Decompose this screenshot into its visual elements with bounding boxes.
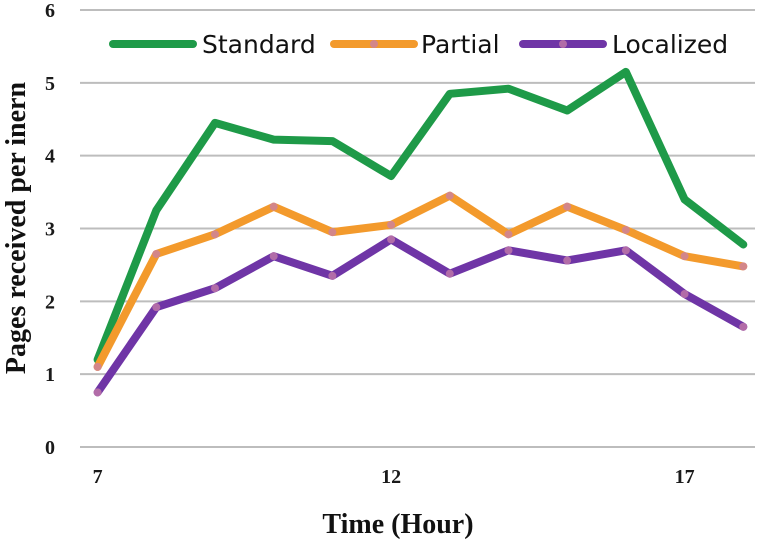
legend: Standard Partial Localized bbox=[109, 30, 728, 59]
y-tick-label: 1 bbox=[45, 364, 55, 386]
data-point-localized bbox=[152, 303, 161, 312]
y-tick-label: 6 bbox=[45, 0, 55, 22]
data-point-localized bbox=[328, 271, 337, 280]
legend-label-standard: Standard bbox=[202, 30, 316, 59]
data-point-localized bbox=[445, 269, 454, 278]
y-tick-label: 0 bbox=[45, 437, 55, 459]
x-tick-label: 12 bbox=[381, 466, 401, 488]
data-point-localized bbox=[739, 322, 748, 331]
data-point-localized bbox=[211, 284, 219, 293]
data-point-localized bbox=[621, 246, 630, 255]
data-point-partial bbox=[621, 225, 630, 234]
data-point-partial bbox=[93, 362, 102, 371]
legend-label-localized: Localized bbox=[612, 30, 728, 59]
series-lines bbox=[93, 67, 748, 397]
data-point-partial bbox=[152, 249, 161, 258]
data-point-partial bbox=[445, 191, 454, 200]
data-point-partial bbox=[387, 220, 396, 229]
data-point-partial bbox=[739, 262, 748, 271]
legend-marker-localized bbox=[559, 40, 567, 48]
x-tick-label: 7 bbox=[93, 466, 103, 488]
y-tick-label: 3 bbox=[45, 219, 55, 241]
data-point-localized bbox=[563, 256, 572, 265]
y-tick-label: 2 bbox=[45, 291, 55, 313]
data-point-localized bbox=[504, 246, 513, 255]
gridlines bbox=[80, 9, 755, 448]
x-tick-label: 17 bbox=[675, 466, 695, 488]
y-tick-label: 4 bbox=[45, 146, 55, 168]
data-point-localized bbox=[680, 290, 689, 299]
legend-label-partial: Partial bbox=[421, 30, 500, 59]
y-tick-label: 5 bbox=[45, 73, 55, 95]
x-axis-title: Time (Hour) bbox=[322, 509, 473, 540]
series-line-standard bbox=[93, 67, 748, 364]
legend-marker-partial bbox=[370, 40, 378, 48]
data-point-partial bbox=[680, 252, 689, 261]
series-line-partial bbox=[93, 191, 748, 371]
data-point-partial bbox=[269, 202, 278, 211]
y-axis-title: Pages received per inern bbox=[1, 82, 32, 375]
data-point-partial bbox=[504, 230, 513, 239]
data-point-partial bbox=[563, 202, 572, 211]
data-point-localized bbox=[269, 252, 278, 261]
data-point-localized bbox=[93, 388, 102, 397]
data-point-partial bbox=[211, 230, 219, 239]
series-line-localized bbox=[93, 235, 748, 397]
data-point-localized bbox=[387, 235, 396, 244]
data-point-partial bbox=[328, 228, 337, 237]
